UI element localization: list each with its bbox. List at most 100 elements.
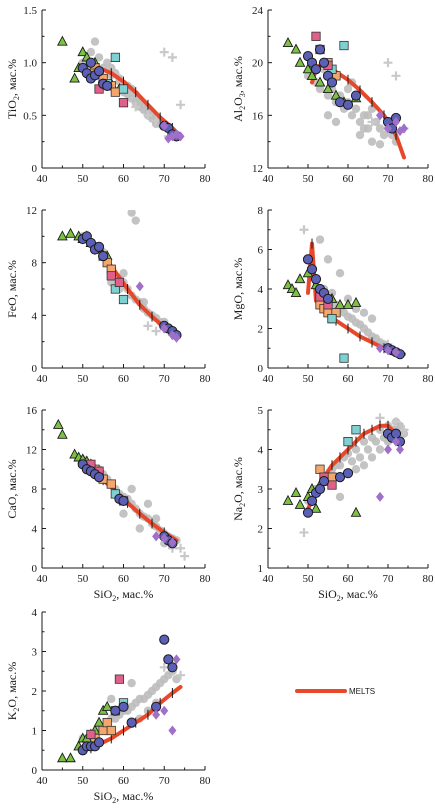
label-part: 2	[337, 594, 341, 603]
x-tick-label: 60	[118, 775, 130, 787]
point-plus	[159, 662, 169, 672]
label-part: O	[231, 97, 245, 106]
x-tick-label: 80	[423, 373, 435, 385]
y-tick-label: 4	[32, 524, 38, 536]
point-plus	[299, 527, 309, 537]
point-square_orange	[106, 725, 116, 736]
point-plus	[180, 551, 190, 561]
label-part: Na	[231, 506, 245, 521]
point-triangle	[282, 494, 294, 505]
x-tick-label: 40	[37, 173, 49, 185]
point-diamond	[152, 531, 161, 542]
point-gray	[86, 47, 96, 57]
point-gray	[315, 84, 325, 94]
point-triangle	[65, 227, 76, 238]
point-circle	[306, 495, 318, 506]
label-part: O, мас.%	[5, 662, 19, 708]
point-plus	[176, 543, 186, 553]
point-diamond	[152, 709, 161, 720]
point-circle	[310, 274, 322, 285]
panel-mgo: 40 50 60 70 80 0 2 4 6 8 MgO, мас.%	[231, 205, 434, 385]
y-tick-label: 8	[32, 484, 38, 496]
x-tick-label: 70	[383, 373, 395, 385]
point-triangle	[310, 502, 322, 513]
y-axis-label: TiO2, мас.%	[5, 59, 21, 119]
point-triangle	[294, 498, 306, 509]
point-plus	[151, 116, 161, 126]
point-diamond	[168, 537, 177, 548]
y-tick-label: 1.0	[23, 58, 37, 70]
x-tick-label: 40	[263, 173, 275, 185]
point-gray	[351, 465, 361, 474]
y-tick-label: 8	[258, 205, 264, 217]
point-diamond	[376, 491, 384, 502]
label-part: 2	[12, 708, 21, 712]
y-axis-label: MgO, мас.%	[231, 258, 245, 321]
label-part: SiO	[318, 587, 337, 601]
point-square_orange	[106, 479, 116, 489]
point-triangle	[290, 486, 302, 497]
point-gray	[323, 255, 333, 264]
x-tick-label: 70	[383, 573, 395, 585]
y-tick-label: 12	[252, 163, 263, 175]
point-triangle	[322, 83, 334, 94]
x-tick-label: 70	[159, 775, 171, 787]
legend-label: MELTS	[349, 687, 375, 696]
label-part: TiO	[5, 100, 19, 119]
point-gray	[347, 457, 357, 466]
point-square_pink	[86, 729, 96, 740]
label-part: O, мас.%	[231, 457, 245, 503]
label-part: , мас.%	[116, 587, 153, 601]
point-gray	[172, 674, 181, 684]
point-gray	[315, 235, 325, 244]
label-part: , мас.%	[5, 59, 19, 96]
point-plus	[167, 52, 177, 62]
data-layer	[282, 225, 406, 363]
point-diamond	[176, 131, 185, 142]
point-diamond	[376, 110, 384, 121]
point-gray	[127, 210, 136, 217]
point-diamond	[172, 332, 181, 343]
point-square_pink	[327, 480, 337, 490]
label-part: FeO, мас.%	[5, 260, 19, 318]
label-part: K	[5, 711, 19, 720]
point-circle	[342, 99, 354, 110]
label-part: 2	[112, 796, 116, 805]
point-diamond	[384, 123, 392, 134]
point-plus	[391, 71, 401, 81]
point-gray	[90, 37, 100, 46]
point-gray	[367, 453, 377, 462]
point-gray	[379, 130, 389, 140]
y-tick-label: 3	[258, 484, 264, 496]
y-tick-label: 6	[258, 245, 264, 257]
point-square_teal	[351, 425, 361, 435]
point-triangle	[69, 72, 80, 83]
label-part: CaO, мас.%	[5, 459, 19, 518]
point-circle	[302, 507, 314, 518]
y-tick-label: 16	[252, 110, 264, 122]
x-tick-label: 80	[200, 775, 212, 787]
point-square_teal	[118, 294, 129, 305]
point-plus	[299, 225, 309, 235]
point-triangle	[290, 43, 302, 54]
point-gray	[351, 445, 361, 454]
point-gray	[127, 484, 136, 494]
point-triangle	[57, 35, 68, 46]
point-gray	[359, 124, 369, 133]
point-square_teal	[327, 314, 337, 324]
label-part: MgO, мас.%	[231, 258, 245, 321]
label-part: 2	[238, 503, 247, 507]
y-tick-label: 2	[258, 524, 264, 536]
y-tick-label: 0	[32, 765, 38, 777]
point-triangle	[290, 286, 302, 297]
point-triangle	[302, 63, 314, 74]
point-square_pink	[311, 31, 321, 41]
y-tick-label: 5	[258, 405, 264, 417]
point-triangle	[93, 716, 105, 727]
point-diamond	[396, 444, 404, 455]
x-tick-label: 70	[159, 573, 171, 585]
point-gray	[323, 111, 333, 120]
point-square_orange	[102, 718, 112, 728]
